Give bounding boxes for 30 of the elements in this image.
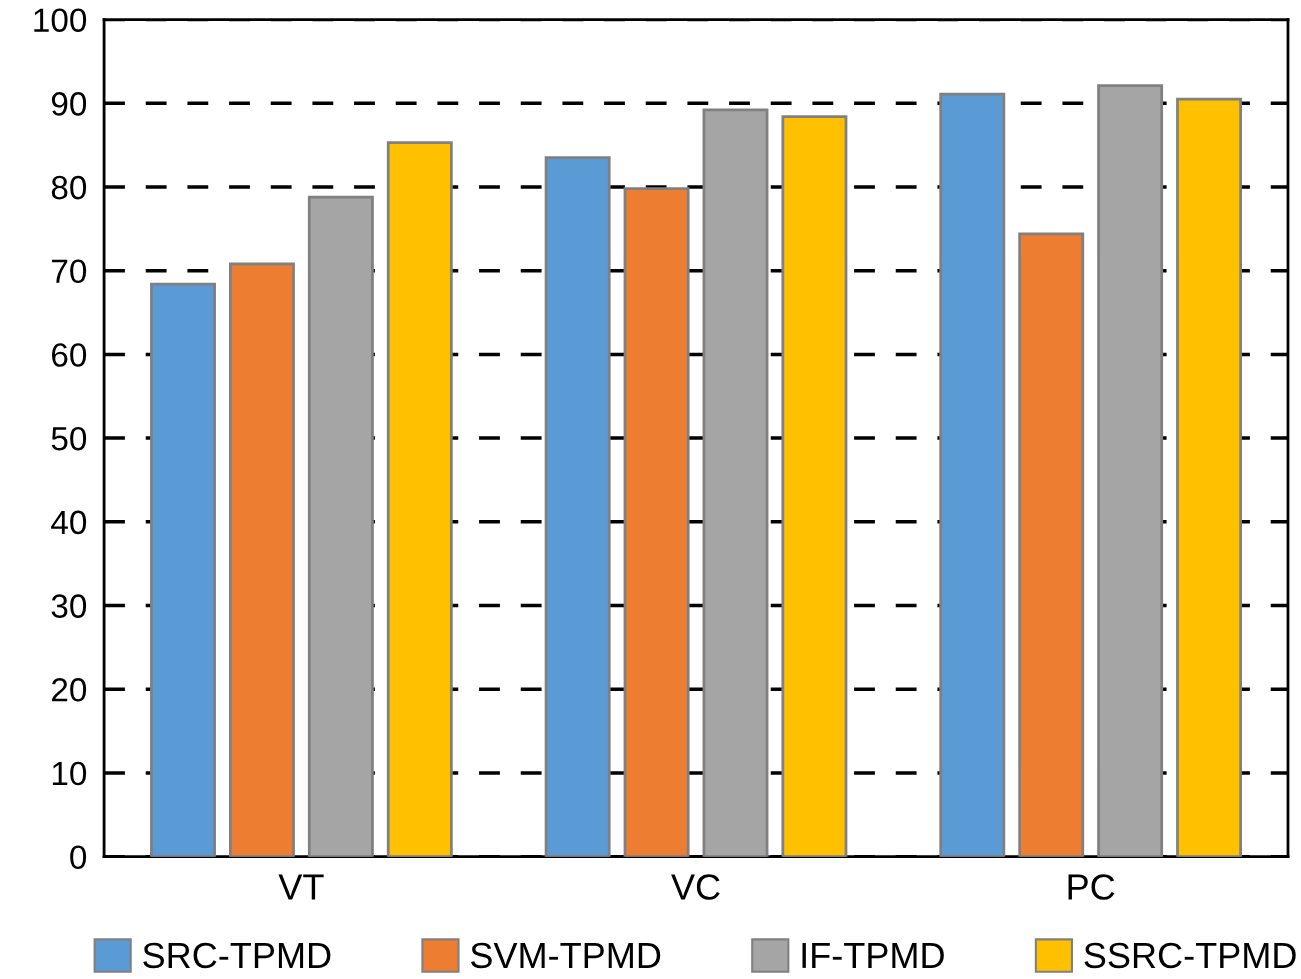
bar <box>623 187 690 857</box>
y-tick-label: 30 <box>51 594 87 618</box>
bar <box>544 156 611 857</box>
bar <box>781 115 848 857</box>
bar <box>386 141 453 857</box>
legend-label: IF-TPMD <box>802 943 944 968</box>
x-tick-label: VC <box>671 874 720 900</box>
y-tick-label: 60 <box>52 343 87 367</box>
y-tick-label: 100 <box>34 8 87 32</box>
bar <box>939 92 1006 857</box>
bar <box>307 195 374 857</box>
bar <box>228 262 295 857</box>
y-tick-label: 90 <box>51 92 87 116</box>
bar <box>150 282 216 857</box>
bar <box>1097 84 1164 857</box>
legend-label: SSRC-TPMD <box>1084 942 1296 969</box>
legend-label: SRC-TPMD <box>143 942 331 969</box>
y-tick-label: 40 <box>51 510 87 535</box>
bar <box>1176 97 1243 857</box>
x-tick-label: VT <box>278 874 324 900</box>
bar <box>1018 232 1085 857</box>
bar <box>702 108 769 857</box>
y-tick-label: 70 <box>52 259 87 284</box>
legend-label: SVM-TPMD <box>471 942 661 969</box>
y-tick-label: 10 <box>52 761 87 786</box>
x-tick-label: PC <box>1068 874 1115 900</box>
y-tick-label: 50 <box>51 426 87 451</box>
y-tick-label: 20 <box>52 678 87 702</box>
y-tick-label: 80 <box>51 175 87 200</box>
y-tick-label: 0 <box>70 845 87 870</box>
